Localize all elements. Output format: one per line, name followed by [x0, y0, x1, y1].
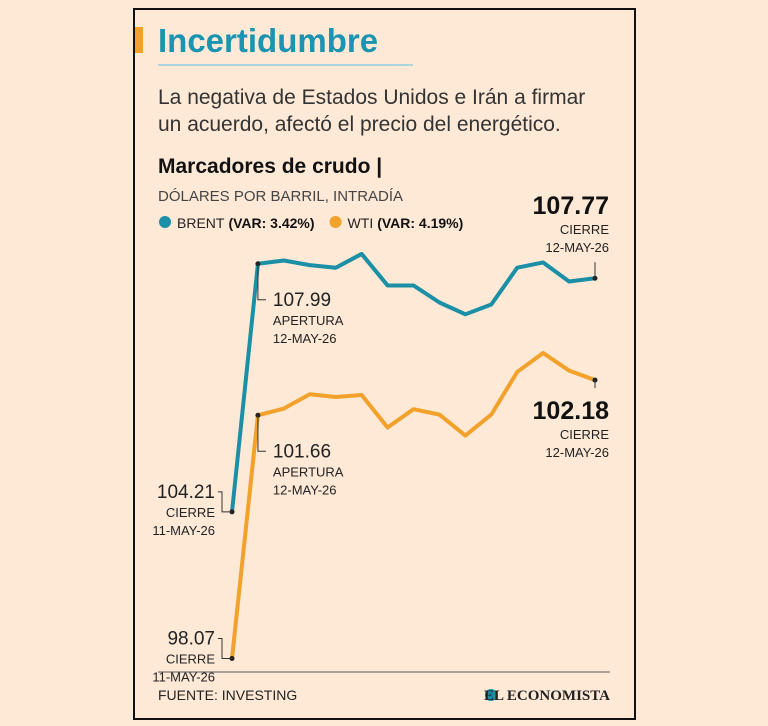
legend-swatch	[159, 216, 171, 228]
annotation-date: 12-MAY-26	[273, 331, 337, 346]
legend-var: (VAR: 3.42%)	[228, 215, 314, 231]
annotation-note: CIERRE	[560, 222, 609, 237]
chart-title: Marcadores de crudo |	[158, 155, 382, 178]
leader-line	[257, 415, 266, 452]
legend-label: WTI	[348, 215, 374, 231]
annotation-date: 11-MAY-26	[152, 523, 215, 538]
annotation-date: 12-MAY-26	[545, 445, 609, 460]
leader-line	[218, 491, 232, 513]
annotation-note: APERTURA	[273, 464, 344, 479]
annotation-note: CIERRE	[560, 427, 609, 442]
legend-var: (VAR: 4.19%)	[377, 215, 463, 231]
unit-label: DÓLARES POR BARRIL, INTRADÍA	[158, 188, 403, 205]
line-series	[230, 251, 596, 513]
subtitle: La negativa de Estados Unidos e Irán a f…	[158, 86, 585, 109]
brand-logo	[485, 689, 497, 701]
annotation-date: 12-MAY-26	[273, 482, 337, 497]
legend-swatch	[329, 216, 342, 228]
annotation-date: 12-MAY-26	[545, 240, 609, 255]
annotation-value: 107.77	[533, 192, 609, 220]
annotation-value: 101.66	[273, 441, 331, 462]
leader-line	[218, 637, 232, 659]
brand: EL ECONOMISTA	[484, 688, 610, 704]
title-accent	[135, 27, 143, 53]
source: FUENTE: INVESTING	[158, 687, 297, 703]
annotation-value: 107.99	[273, 290, 331, 311]
leader-line	[257, 263, 266, 301]
annotation-value: 98.07	[167, 628, 215, 649]
annotation-note: CIERRE	[166, 651, 215, 666]
line-series	[230, 350, 596, 659]
frame	[133, 8, 636, 720]
annotation-note: APERTURA	[273, 313, 344, 328]
subtitle: un acuerdo, afectó el precio del energét…	[158, 113, 561, 136]
title: Incertidumbre	[158, 22, 378, 59]
annotation-value: 102.18	[533, 397, 610, 425]
annotation-date: 11-MAY-26	[152, 669, 215, 684]
legend-label: BRENT	[177, 215, 225, 231]
annotation-note: CIERRE	[166, 505, 215, 520]
annotation-value: 104.21	[157, 482, 215, 503]
